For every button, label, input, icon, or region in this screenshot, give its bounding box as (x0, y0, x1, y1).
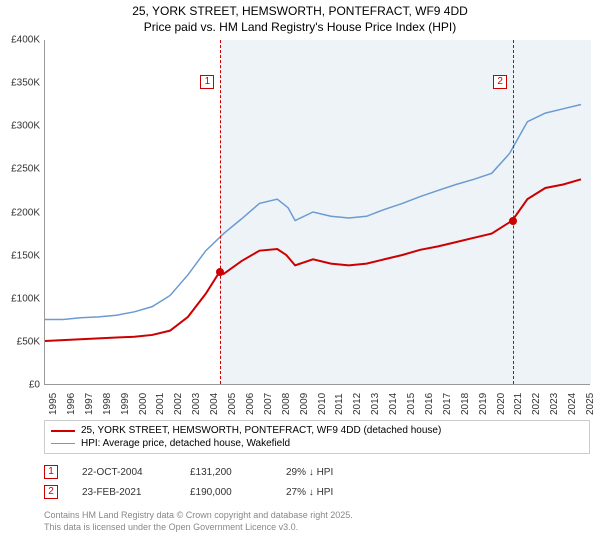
legend: 25, YORK STREET, HEMSWORTH, PONTEFRACT, … (44, 420, 590, 454)
legend-label: 25, YORK STREET, HEMSWORTH, PONTEFRACT, … (81, 425, 441, 436)
y-tick-label: £50K (0, 336, 40, 347)
y-tick-label: £150K (0, 250, 40, 261)
y-tick-label: £250K (0, 164, 40, 175)
x-tick-label: 2012 (352, 393, 363, 415)
y-tick-label: £400K (0, 35, 40, 46)
y-tick-label: £200K (0, 207, 40, 218)
x-tick-label: 2019 (478, 393, 489, 415)
x-tick-label: 1997 (84, 393, 95, 415)
marker-vline (513, 40, 514, 384)
chart-container: 25, YORK STREET, HEMSWORTH, PONTEFRACT, … (0, 0, 600, 560)
chart-svg (45, 40, 590, 384)
x-tick-label: 2014 (388, 393, 399, 415)
legend-row: HPI: Average price, detached house, Wake… (51, 437, 583, 450)
x-tick-label: 2020 (496, 393, 507, 415)
x-tick-label: 2008 (281, 393, 292, 415)
title-line-1: 25, YORK STREET, HEMSWORTH, PONTEFRACT, … (0, 4, 600, 20)
x-tick-label: 2005 (227, 393, 238, 415)
data-points-table: 1 22-OCT-2004 £131,200 29% ↓ HPI 2 23-FEB-202… (44, 462, 590, 502)
x-tick-label: 2006 (245, 393, 256, 415)
attribution: Contains HM Land Registry data © Crown c… (44, 510, 590, 533)
x-tick-label: 2023 (549, 393, 560, 415)
series-hpi (45, 105, 581, 320)
y-tick-label: £300K (0, 121, 40, 132)
x-tick-label: 2009 (299, 393, 310, 415)
x-tick-label: 2007 (263, 393, 274, 415)
y-tick-label: £0 (0, 380, 40, 391)
data-point-pct: 29% ↓ HPI (286, 467, 396, 478)
x-tick-label: 2021 (513, 393, 524, 415)
legend-swatch (51, 443, 75, 444)
x-tick-label: 2004 (209, 393, 220, 415)
x-tick-label: 1996 (66, 393, 77, 415)
data-point-row: 1 22-OCT-2004 £131,200 29% ↓ HPI (44, 462, 590, 482)
x-tick-label: 2025 (585, 393, 596, 415)
x-tick-label: 2000 (138, 393, 149, 415)
data-point-date: 22-OCT-2004 (74, 467, 174, 478)
x-tick-label: 2016 (424, 393, 435, 415)
x-tick-label: 1999 (120, 393, 131, 415)
chart-titles: 25, YORK STREET, HEMSWORTH, PONTEFRACT, … (0, 0, 600, 37)
marker-box: 1 (200, 75, 214, 89)
x-tick-label: 2001 (155, 393, 166, 415)
y-tick-label: £350K (0, 78, 40, 89)
attribution-line-1: Contains HM Land Registry data © Crown c… (44, 510, 590, 522)
data-point-date: 23-FEB-2021 (74, 487, 174, 498)
marker-box: 2 (493, 75, 507, 89)
marker-dot (509, 217, 517, 225)
data-point-price: £190,000 (190, 487, 270, 498)
x-tick-label: 2024 (567, 393, 578, 415)
series-price_paid (45, 179, 581, 341)
x-tick-label: 1995 (48, 393, 59, 415)
x-tick-label: 1998 (102, 393, 113, 415)
x-tick-label: 2013 (370, 393, 381, 415)
title-line-2: Price paid vs. HM Land Registry's House … (0, 20, 600, 36)
y-tick-label: £100K (0, 293, 40, 304)
data-point-marker: 2 (44, 485, 58, 499)
x-tick-label: 2015 (406, 393, 417, 415)
legend-swatch (51, 430, 75, 432)
x-tick-label: 2010 (317, 393, 328, 415)
x-tick-label: 2022 (531, 393, 542, 415)
x-tick-label: 2018 (460, 393, 471, 415)
data-point-pct: 27% ↓ HPI (286, 487, 396, 498)
x-tick-label: 2017 (442, 393, 453, 415)
x-tick-label: 2002 (173, 393, 184, 415)
x-tick-label: 2003 (191, 393, 202, 415)
plot-area: 12 (44, 40, 590, 385)
marker-dot (216, 268, 224, 276)
data-point-price: £131,200 (190, 467, 270, 478)
data-point-marker: 1 (44, 465, 58, 479)
legend-row: 25, YORK STREET, HEMSWORTH, PONTEFRACT, … (51, 424, 583, 437)
x-tick-label: 2011 (334, 393, 345, 415)
attribution-line-2: This data is licensed under the Open Gov… (44, 522, 590, 534)
data-point-row: 2 23-FEB-2021 £190,000 27% ↓ HPI (44, 482, 590, 502)
marker-vline (220, 40, 221, 384)
legend-label: HPI: Average price, detached house, Wake… (81, 438, 290, 449)
